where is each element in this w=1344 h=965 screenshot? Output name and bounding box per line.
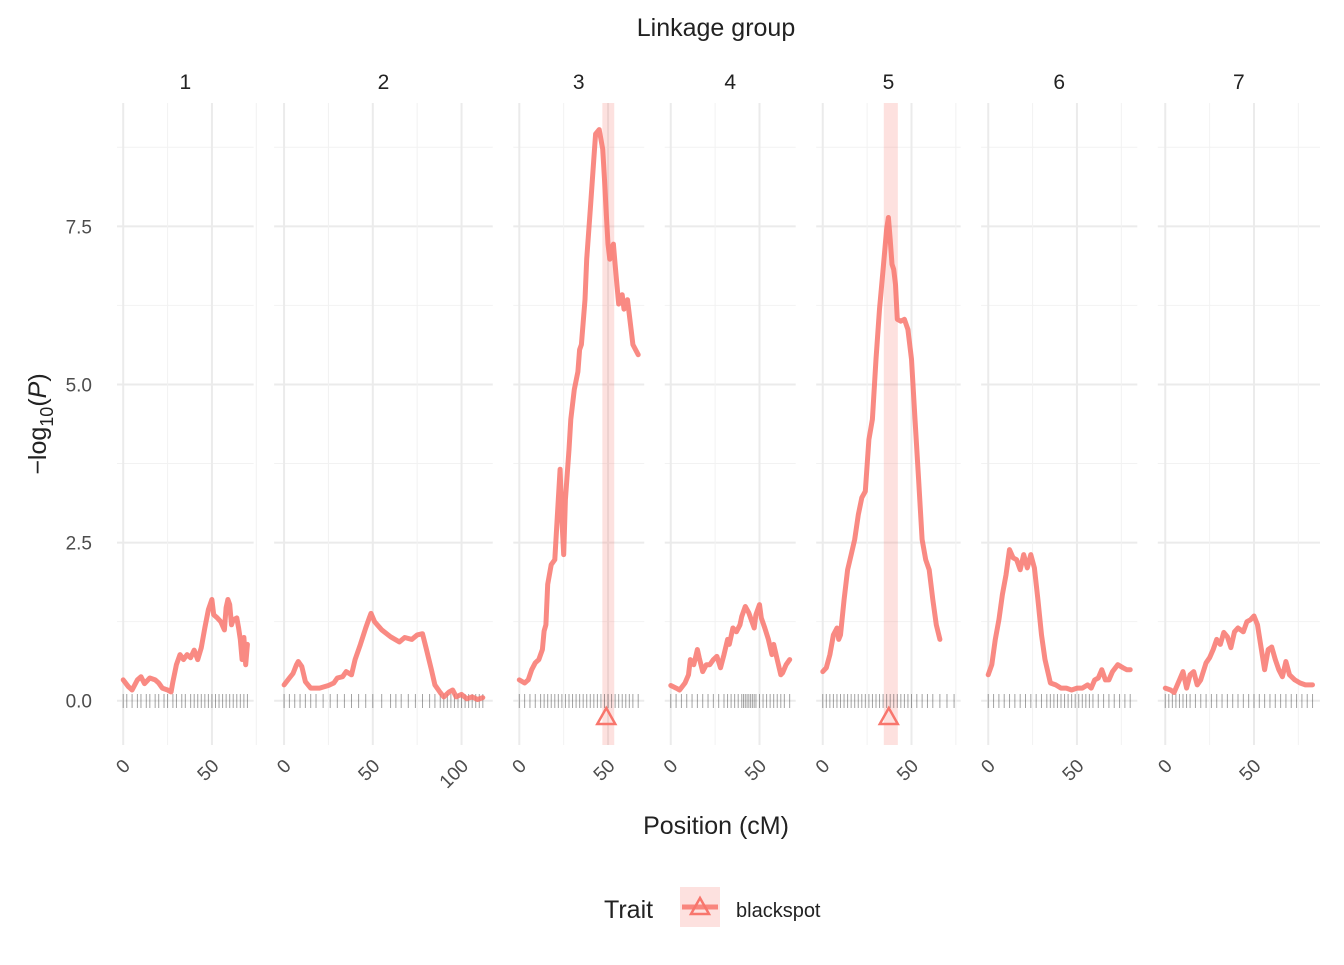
y-label-part: −log [24,427,52,475]
y-label-part: 10 [37,407,57,427]
marks [120,103,1315,745]
y-axis-label: −log10(P) [24,373,57,474]
qtl-marker [595,705,618,726]
chart-title: Linkage group [637,14,795,42]
facet-label: 5 [883,71,895,94]
lod-line [120,597,250,695]
lod-line [820,215,943,675]
qtl-marker [877,705,900,726]
y-label-part: ( [24,398,52,407]
facet-label: 1 [179,71,191,94]
y-label-part: ) [24,373,52,381]
y-tick-label: 5.0 [66,375,92,396]
facet-label: 7 [1233,71,1245,94]
y-tick-label: 7.5 [66,217,92,238]
y-tick-label: 0.0 [66,692,92,713]
x-axis-label: Position (cM) [643,812,789,840]
lod-line [1162,613,1315,695]
lod-line [668,602,793,693]
legend-title: Trait [604,896,653,924]
qtl-interval [883,103,898,745]
legend-label: blackspot [736,900,821,922]
facet-label: 4 [724,71,736,94]
lod-line [516,127,641,686]
facet-label: 2 [378,71,390,94]
y-label-part: P [24,381,52,398]
qtl-interval [602,103,615,745]
lod-line [281,610,486,702]
facet-label: 3 [573,71,585,94]
legend-key-marker [688,895,712,916]
y-tick-label: 2.5 [66,534,92,555]
facet-label: 6 [1053,71,1065,94]
grid [117,103,1320,745]
lod-line [985,547,1133,693]
